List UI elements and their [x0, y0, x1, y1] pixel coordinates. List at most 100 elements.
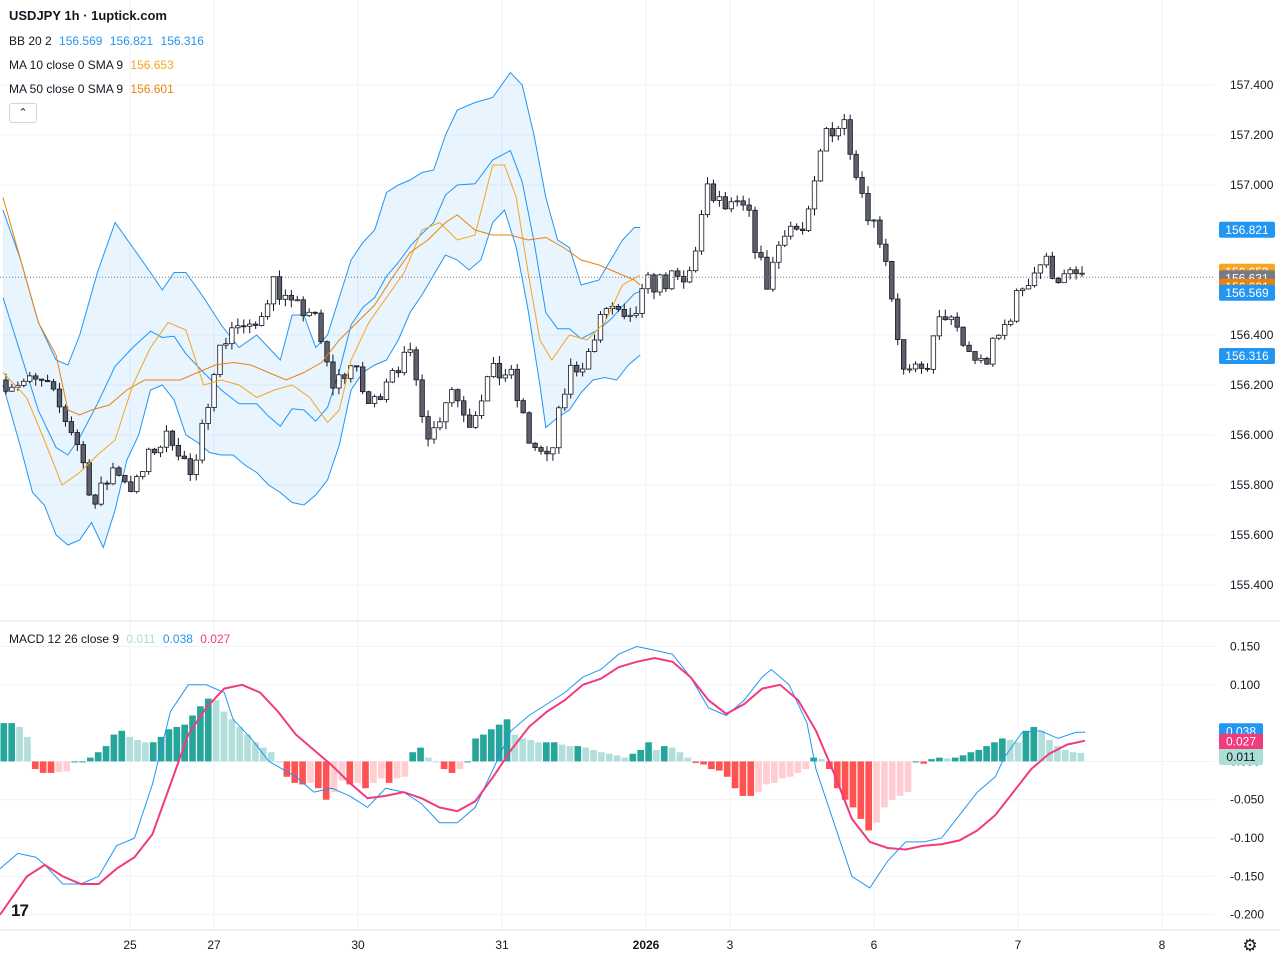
macd-hist-bar [967, 752, 975, 762]
macd-hist-bar [692, 761, 700, 763]
candle-body [954, 316, 960, 328]
macd-hist-bar [794, 761, 802, 773]
candle-body [68, 421, 75, 433]
macd-hist-bar [401, 761, 409, 777]
macd-hist-bar [314, 761, 322, 789]
candle-body [799, 228, 806, 231]
candle-body [627, 314, 633, 317]
macd-hist-bar [550, 742, 558, 762]
candle-body [461, 400, 467, 416]
macd-hist-bar [299, 761, 306, 785]
candle-body [859, 176, 865, 194]
macd-hist-bar [637, 749, 645, 762]
macd-hist-bar [928, 759, 935, 762]
candle-body [924, 367, 931, 370]
candle-body [544, 450, 550, 455]
macd-hist-bar [94, 752, 102, 762]
candle-body [294, 299, 300, 302]
time-tick-label-6: 6 [871, 938, 878, 952]
macd-tick-label-3: -0.050 [1230, 793, 1264, 807]
time-tick-label-0: 25 [123, 938, 137, 952]
candle-body [883, 243, 889, 262]
tradingview-logo-icon[interactable]: 17 [11, 901, 29, 920]
price-badge-label: 156.316 [1225, 349, 1269, 363]
candle-body [193, 459, 199, 476]
macd-histogram [0, 698, 1085, 831]
candle-body [431, 427, 437, 440]
time-tick-label-4: 2026 [633, 938, 660, 952]
candle-body [710, 183, 717, 201]
ma10-legend[interactable]: MA 10 close 0 SMA 9 156.653 [9, 57, 174, 73]
ma50-legend[interactable]: MA 50 close 0 SMA 9 156.601 [9, 81, 174, 97]
candle-body [776, 244, 782, 263]
macd-badge-bg [1219, 749, 1263, 765]
candle-body [258, 316, 265, 326]
bb-upper-value: 156.821 [109, 34, 154, 48]
candle-body [675, 270, 681, 277]
candle-body [817, 150, 824, 182]
candle-body [467, 414, 473, 428]
candle-body [455, 389, 461, 402]
macd-hist-bar [558, 744, 566, 762]
candle-body [865, 193, 871, 222]
macd-hist-bar [1014, 742, 1022, 762]
macd-hist-bar [244, 734, 251, 762]
candle-body [86, 462, 92, 496]
macd-legend[interactable]: MACD 12 26 close 9 0.011 0.038 0.027 [9, 631, 230, 647]
candle-body [401, 351, 407, 374]
candle-body [948, 316, 954, 321]
macd-hist-bar [535, 742, 542, 762]
macd-badge-label: 0.027 [1226, 735, 1256, 749]
candle-body [823, 128, 830, 152]
price-badge-label: 156.821 [1225, 223, 1269, 237]
macd-hist-bar [212, 700, 220, 762]
macd-hist-bar [582, 747, 589, 762]
macd-hist-bar [660, 746, 668, 762]
candle-body [514, 368, 520, 401]
macd-hist-bar [943, 758, 951, 762]
candle-body [27, 375, 33, 382]
bb-label: BB 20 2 [9, 34, 52, 48]
price-tick-label-6: 155.800 [1230, 478, 1274, 492]
macd-tick-label-0: 0.150 [1230, 639, 1260, 653]
candle-body [1037, 264, 1044, 274]
macd-hist-bar [134, 739, 141, 762]
candle-body [490, 363, 497, 378]
macd-hist-bar [598, 752, 605, 762]
candle-body [615, 305, 621, 310]
candle-body [1067, 269, 1073, 275]
ma10-label: MA 10 close 0 SMA 9 [9, 58, 124, 72]
macd-hist-bar [149, 742, 157, 762]
macd-hist-bar [991, 742, 998, 762]
candle-body [936, 316, 943, 337]
macd-hist-bar [409, 752, 417, 762]
candle-body [104, 482, 110, 485]
candle-body [663, 274, 669, 290]
candle-body [318, 312, 324, 343]
candle-body [44, 379, 51, 383]
macd-hist-bar [605, 753, 613, 762]
macd-hist-bar [621, 757, 629, 762]
candle-body [98, 482, 104, 505]
gear-icon[interactable]: ⚙ [1242, 936, 1258, 955]
candle-body [395, 370, 402, 374]
macd-hist-bar [747, 761, 755, 796]
candle-body [365, 391, 372, 404]
candle-body [716, 196, 723, 201]
candle-body [407, 349, 413, 353]
candle-body [110, 467, 116, 485]
macd-hist-bar [173, 726, 181, 762]
candle-body [502, 374, 509, 379]
candle-body [235, 325, 241, 329]
time-tick-label-1: 27 [207, 938, 221, 952]
candle-body [692, 250, 699, 272]
candle-body [276, 276, 283, 300]
candle-body [157, 446, 164, 454]
macd-hist-bar [495, 724, 503, 762]
candle-body [912, 363, 919, 370]
bb-legend[interactable]: BB 20 2 156.569 156.821 156.316 [9, 33, 204, 49]
macd-line-value: 0.038 [162, 632, 193, 646]
candle-body [312, 311, 318, 314]
collapse-legend-button[interactable]: ⌃ [9, 103, 37, 123]
